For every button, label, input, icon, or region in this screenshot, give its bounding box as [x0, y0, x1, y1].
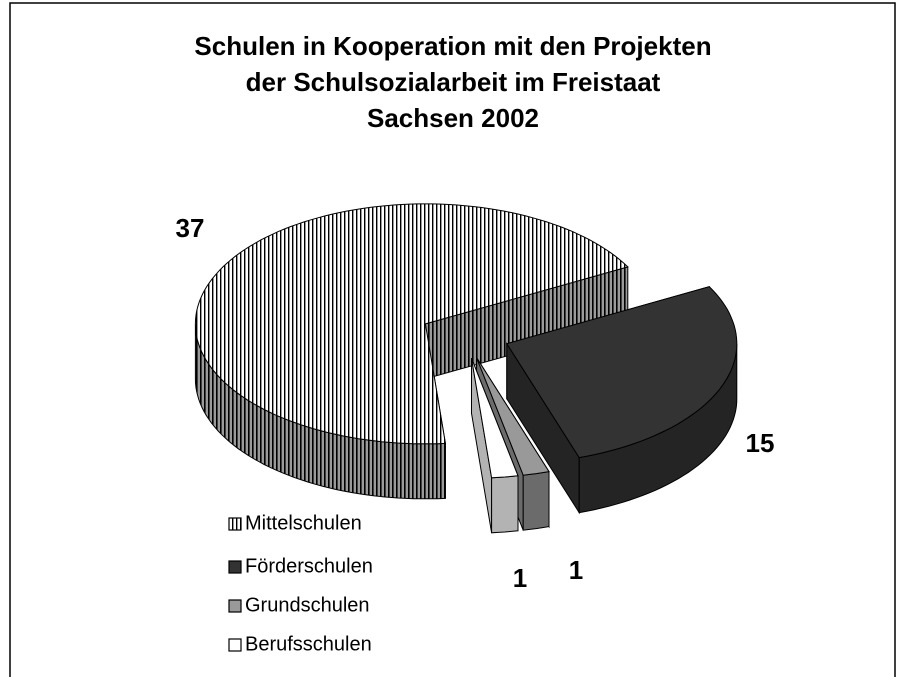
data-label: 37 — [176, 213, 205, 243]
legend-label: Mittelschulen — [245, 512, 362, 534]
data-label: 1 — [513, 563, 527, 593]
slice — [476, 357, 550, 476]
slice — [471, 358, 519, 479]
slice — [506, 286, 738, 459]
chart-title: Schulen in Kooperation mit den Projekten — [194, 31, 711, 61]
chart-title: Sachsen 2002 — [367, 103, 539, 133]
data-label: 1 — [569, 555, 583, 585]
legend-swatch — [228, 517, 242, 531]
slice — [194, 203, 629, 445]
legend-swatch — [228, 638, 242, 652]
legend-swatch — [228, 560, 242, 574]
legend-label: Berufsschulen — [245, 633, 372, 655]
legend-swatch — [228, 599, 242, 613]
legend-label: Förderschulen — [245, 555, 373, 577]
chart-title: der Schulsozialarbeit im Freistaat — [246, 67, 661, 97]
frame — [9, 2, 896, 677]
slice-rim — [491, 475, 519, 534]
data-label: 15 — [746, 428, 775, 458]
legend-label: Grundschulen — [245, 594, 370, 616]
slice-rim — [522, 471, 550, 531]
